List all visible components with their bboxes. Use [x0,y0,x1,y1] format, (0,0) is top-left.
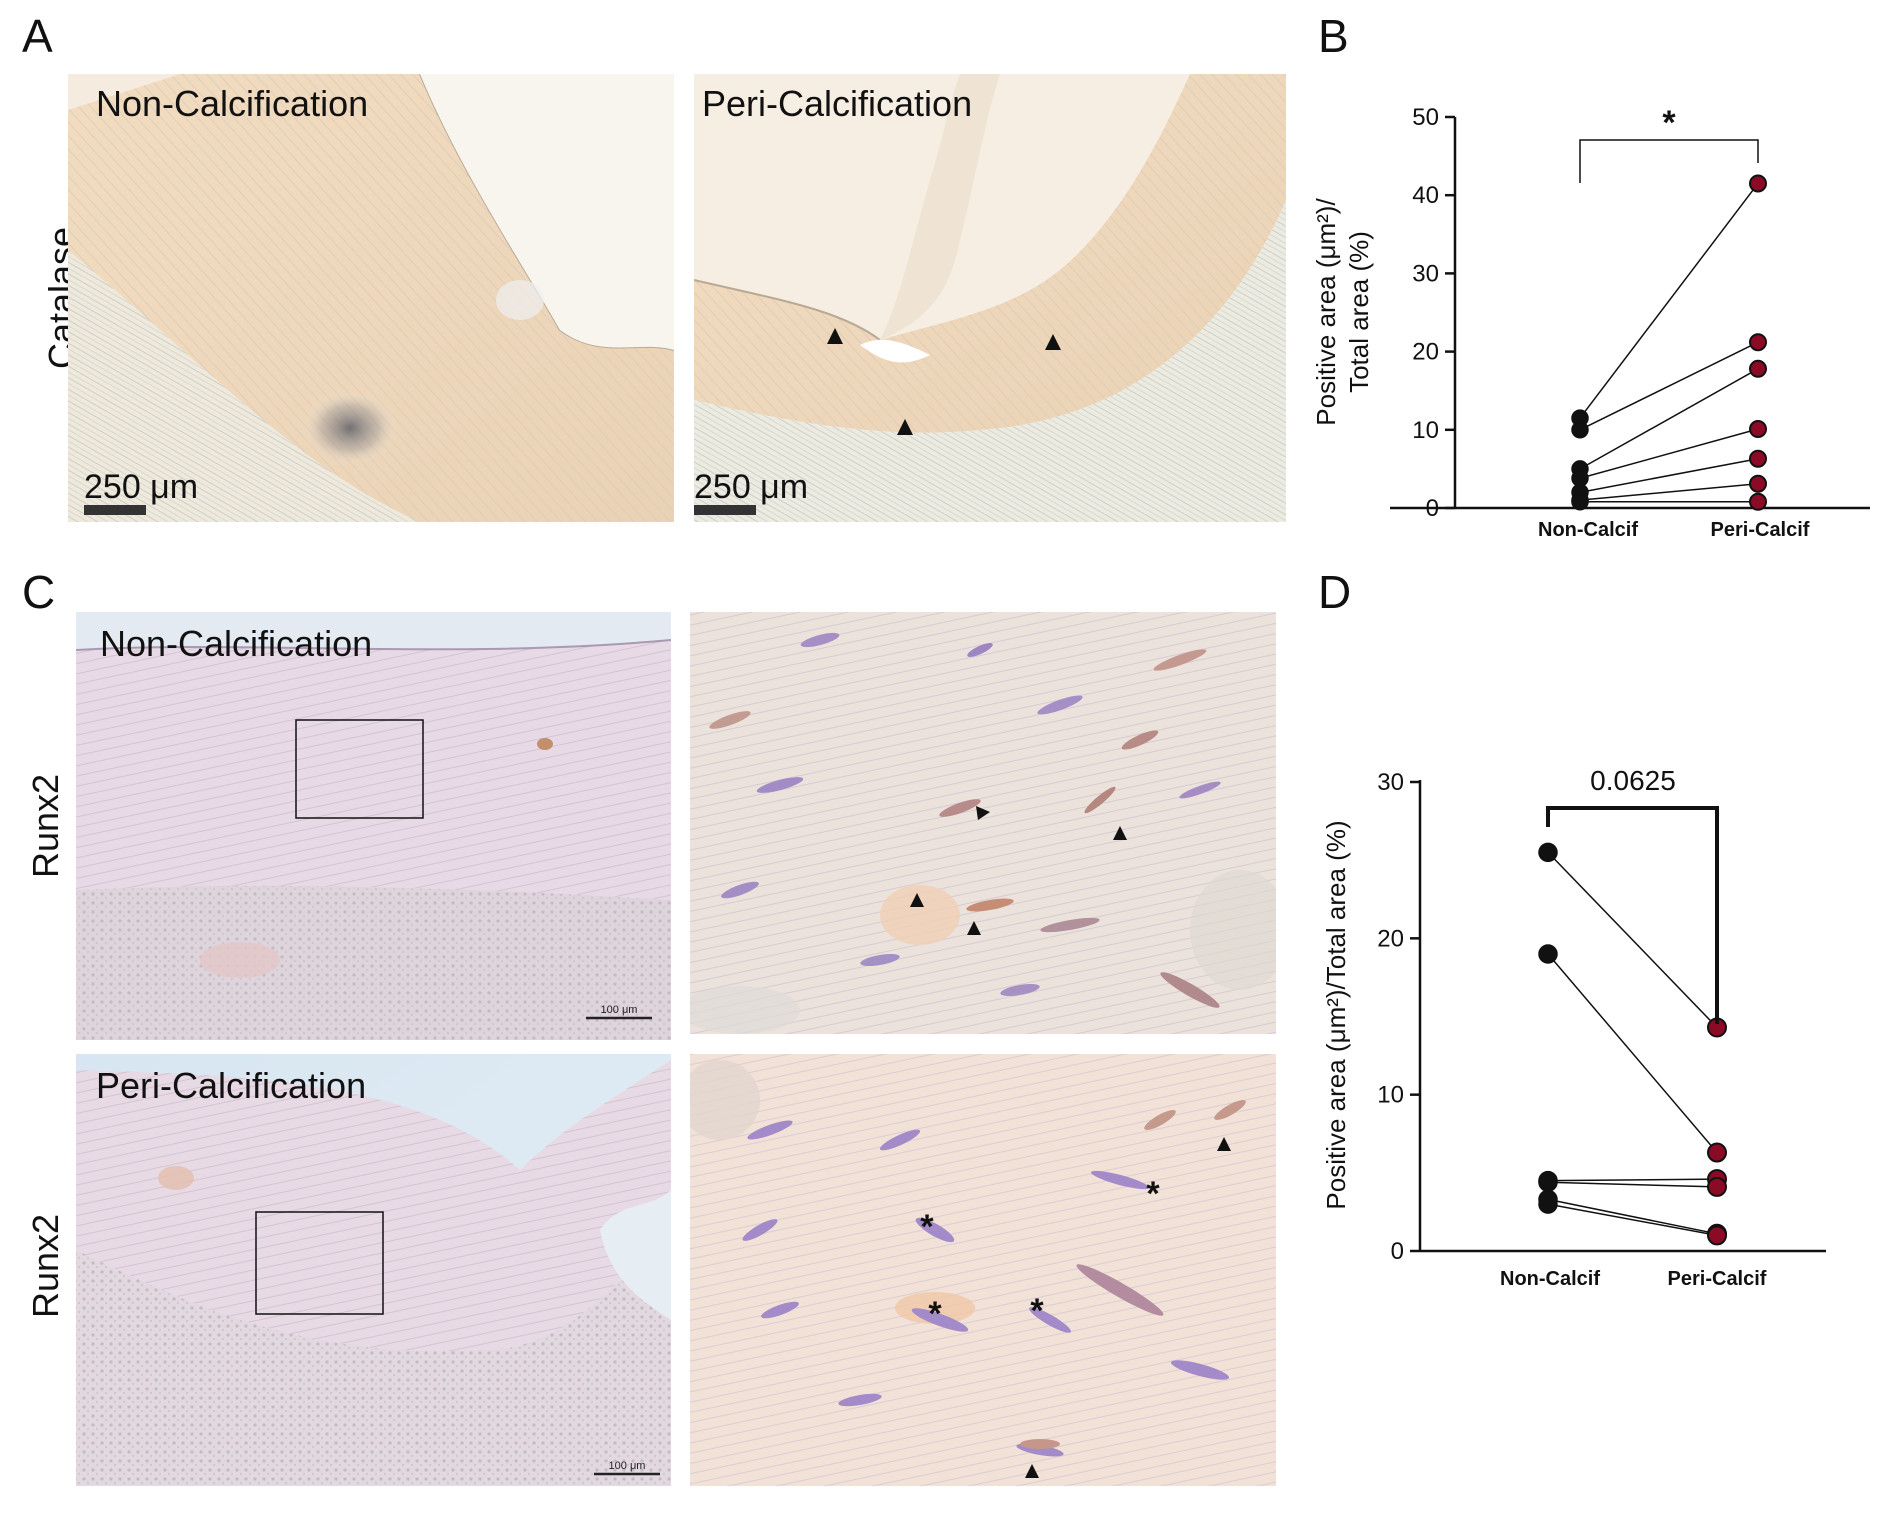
point-d-non-calcif-3 [1538,1172,1558,1192]
point-b-peri-calcif-5 [1749,474,1767,493]
scale-label-a-left: 250 μm [84,468,198,506]
x-category-b-0: Non-Calcif [1538,519,1638,541]
x-category-b-1: Peri-Calcif [1711,519,1810,541]
micrograph-runx2-peri-calcification [76,1054,671,1486]
scale-label-a-right: 250 μm [694,468,808,506]
inset-box-c-top [295,719,424,819]
arrowhead-c-3 [910,893,924,907]
micrograph-catalase-peri-calcification [694,74,1286,522]
pair-line-d-0 [1547,851,1718,1028]
y-tick-label-d-1: 10 [1377,1082,1404,1109]
micrograph-runx2-non-calcification-zoom [690,612,1276,1034]
scale-bar-a-right [694,505,756,515]
significance-bracket-b [1579,139,1759,183]
y-tick-label-d-2: 20 [1377,925,1404,952]
pair-line-b-1 [1579,341,1759,431]
scale-label-c-bottom: 100 μm [609,1460,646,1472]
title-peri-calcification-a: Peri-Calcification [702,83,972,124]
point-d-non-calcif-1 [1538,944,1558,964]
pair-line-d-4 [1547,1198,1718,1235]
arrowhead-c-5 [1217,1137,1231,1151]
panel-label-c: C [22,566,55,618]
row-label-runx2-bottom: Runx2 [25,1214,66,1318]
arrowhead-c-6 [1025,1464,1039,1478]
panel-label-d: D [1318,566,1351,618]
point-d-non-calcif-5 [1538,1194,1558,1214]
panel-label-a: A [22,10,53,62]
point-b-peri-calcif-4 [1749,449,1767,468]
y-axis-label-b-line2: Total area (%) [1344,231,1374,393]
point-b-peri-calcif-0 [1749,174,1767,193]
point-d-peri-calcif-3 [1707,1176,1727,1197]
pair-line-d-5 [1547,1203,1718,1237]
pair-line-d-1 [1547,953,1718,1153]
point-b-peri-calcif-2 [1749,359,1767,378]
y-axis-label-b-line1: Positive area (μm²)/ [1311,198,1341,426]
asterisk-c-1: * [920,1208,934,1246]
arrowhead-a-2 [1045,334,1061,350]
y-tick-label-b-1: 10 [1412,417,1439,444]
pair-line-b-0 [1579,183,1759,419]
asterisk-c-3: * [928,1295,942,1333]
significance-label-b: * [1662,104,1676,142]
point-b-non-calcif-6 [1571,492,1589,511]
arrowhead-c-4 [967,921,981,935]
significance-label-d: 0.0625 [1590,765,1676,796]
point-b-peri-calcif-6 [1749,492,1767,511]
y-tick-label-b-3: 30 [1412,260,1439,287]
arrowhead-a-1 [827,328,843,344]
point-b-peri-calcif-3 [1749,420,1767,439]
pair-line-d-3 [1547,1181,1718,1188]
arrowhead-c-1 [976,806,990,820]
pair-line-b-5 [1579,483,1759,501]
arrowhead-a-3 [897,419,913,435]
pair-line-b-3 [1579,428,1759,480]
scale-label-c-top: 100 μm [601,1004,638,1016]
point-d-non-calcif-0 [1538,842,1558,863]
micrograph-runx2-non-calcification [76,612,671,1040]
point-d-peri-calcif-5 [1707,1225,1727,1246]
pair-line-b-4 [1579,457,1759,494]
x-category-d-0: Non-Calcif [1500,1268,1600,1290]
y-tick-label-b-5: 50 [1412,104,1439,131]
scale-bar-a-left [84,505,146,515]
title-non-calcification-a: Non-Calcification [96,83,368,124]
micrograph-runx2-peri-calcification-zoom [690,1054,1276,1486]
row-label-runx2-top: Runx2 [25,774,66,878]
arrowhead-c-2 [1113,826,1127,840]
point-b-peri-calcif-1 [1749,333,1767,352]
title-peri-calcification-c: Peri-Calcification [96,1065,366,1106]
y-tick-label-b-0: 0 [1426,495,1439,522]
chart-b: 0 10 20 30 40 50 Positive area (μm²)/ Total a… [1311,104,1870,541]
y-tick-label-b-2: 20 [1412,339,1439,366]
point-b-non-calcif-1 [1571,421,1589,439]
pair-line-d-2 [1547,1178,1718,1182]
panel-label-b: B [1318,10,1349,62]
point-d-peri-calcif-1 [1707,1142,1727,1163]
y-tick-label-d-3: 30 [1377,769,1404,796]
y-tick-label-b-4: 40 [1412,182,1439,209]
chart-d: 0 10 20 30 Positive area (μm²)/Total area (… [1321,765,1826,1290]
pair-line-b-2 [1579,368,1759,470]
x-category-d-1: Peri-Calcif [1668,1268,1767,1290]
micrograph-catalase-non-calcification [68,74,674,522]
y-axis-label-d: Positive area (μm²)/Total area (%) [1321,820,1351,1209]
title-non-calcification-c: Non-Calcification [100,623,372,664]
y-tick-label-d-0: 0 [1391,1238,1404,1265]
inset-box-c-bottom [255,1211,384,1315]
significance-bracket-d [1546,806,1719,1024]
asterisk-c-4: * [1030,1292,1044,1330]
asterisk-c-2: * [1146,1175,1160,1213]
